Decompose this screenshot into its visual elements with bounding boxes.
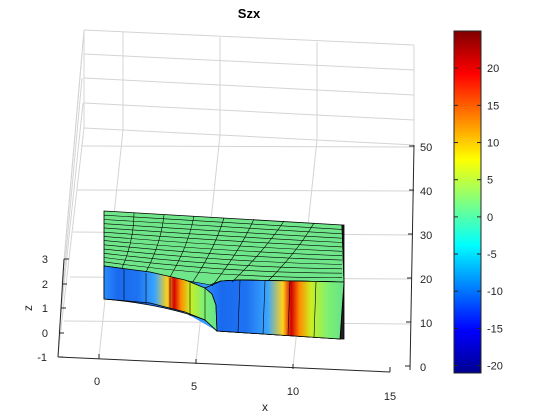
x-tick-label: 15: [384, 391, 396, 403]
mesh-line: [267, 222, 315, 282]
y-tick-label: 50: [420, 142, 432, 154]
mesh-line: [121, 212, 135, 269]
mesh-line: [103, 253, 343, 270]
colorbar-tick-label: -20: [487, 361, 503, 373]
mesh-line: [191, 217, 225, 284]
mesh-line: [103, 231, 343, 248]
colorbar-labels: 20 15 10 5 0 -5 -10 -15 -20: [487, 63, 503, 372]
colorbar-tick-label: 0: [487, 212, 493, 224]
mesh-line: [103, 244, 343, 261]
colorbar-tick-label: 20: [487, 63, 499, 75]
axes-front: [57, 144, 415, 373]
mesh-line: [103, 214, 343, 230]
box-edge: [57, 127, 85, 356]
z-tick-label: -1: [37, 352, 47, 364]
mesh-line: [103, 219, 343, 235]
colorbar-tick-label: 15: [487, 100, 499, 112]
mesh-line: [169, 215, 195, 278]
front-face-right: [204, 279, 345, 340]
mesh-line: [313, 281, 317, 338]
z-tick-label: 2: [42, 279, 48, 291]
x-tick-labels: 0 5 10 15: [94, 376, 396, 403]
colorbar-gradient: [453, 30, 482, 374]
box-edge: [83, 127, 415, 146]
y-tick-label: 10: [420, 318, 432, 330]
x-axis-label: x: [262, 400, 268, 414]
colorbar-tick-label: -5: [487, 249, 497, 261]
colorbar-tick-label: -15: [487, 323, 503, 335]
colorbar-tick-label: -10: [487, 286, 503, 298]
x-tick-label: 10: [287, 386, 299, 398]
z-tick-label: 1: [42, 303, 48, 315]
y-tick-labels: 0 10 20 30 40 50: [420, 142, 432, 374]
y-tick-label: 0: [420, 362, 426, 374]
right-face: [339, 224, 345, 340]
grid-line: [80, 145, 415, 148]
y-tick-label: 40: [420, 186, 432, 198]
mesh-line: [231, 220, 285, 283]
mesh-line: [145, 214, 165, 273]
grid-line: [61, 53, 83, 285]
mesh-line: [103, 240, 343, 256]
surface-mesh: [103, 212, 343, 338]
colorbar-tick-label: 10: [487, 138, 499, 150]
mesh-line: [103, 236, 343, 252]
mesh-line: [103, 248, 343, 265]
colorbar-ticks: [454, 67, 481, 367]
y-tick-label: 30: [420, 230, 432, 242]
grid-line: [58, 102, 84, 334]
z-axis-label: z: [21, 305, 35, 311]
y-axis-line: [409, 144, 415, 371]
z-tick-labels: -1 0 1 2 3: [37, 254, 48, 364]
grid-line: [60, 77, 83, 309]
chart-title: Szx: [238, 6, 261, 21]
x-axis-line: [57, 356, 391, 373]
z-tick-label: 3: [42, 254, 48, 266]
x-tick-label: 0: [94, 376, 100, 388]
z-tick-label: 0: [42, 328, 48, 340]
grid-line: [83, 102, 415, 121]
mesh-line: [103, 257, 343, 274]
grid-line: [83, 77, 415, 96]
grid-line: [76, 189, 415, 192]
box-edge: [83, 29, 415, 46]
grid-line: [83, 53, 415, 71]
colorbar-tick-label: 5: [487, 175, 493, 187]
x-tick-label: 5: [191, 381, 197, 393]
mesh-line: [211, 218, 255, 287]
y-tick-label: 20: [420, 274, 432, 286]
mesh-line: [262, 280, 266, 335]
stress-surface: [103, 210, 345, 340]
colorbar: 20 15 10 5 0 -5 -10 -15 -20: [453, 30, 503, 374]
mesh-line: [287, 280, 291, 336]
mesh-line: [237, 279, 241, 333]
